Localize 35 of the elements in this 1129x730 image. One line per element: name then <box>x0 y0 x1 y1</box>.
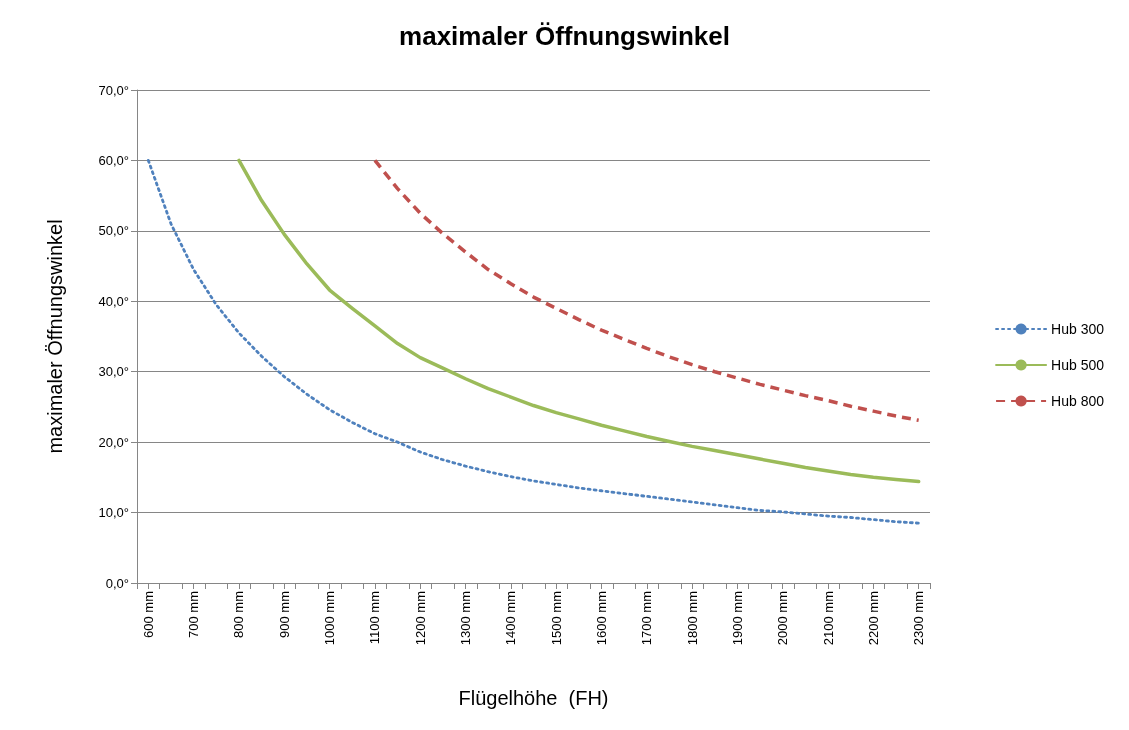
x-tick-label: 1300 mm <box>458 591 474 646</box>
line-series <box>237 158 921 484</box>
x-tick-label: 2300 mm <box>911 591 927 646</box>
x-tick-label: 1000 mm <box>322 591 338 646</box>
y-tick-label: 30,0° <box>98 364 129 380</box>
x-tick-label: 1700 mm <box>639 591 655 646</box>
x-axis-title: Flügelhöhe (FH) <box>458 687 609 709</box>
x-tick-label: 800 mm <box>231 591 247 638</box>
x-tick-label: 2100 mm <box>820 591 836 646</box>
x-tick-label: 1900 mm <box>729 591 745 646</box>
x-tick-label: 2200 mm <box>865 591 881 646</box>
x-tick-label: 2000 mm <box>775 591 791 646</box>
y-tick-label: 60,0° <box>98 152 129 168</box>
x-tick-label: 1500 mm <box>548 591 564 646</box>
y-tick-label: 50,0° <box>98 223 129 239</box>
y-axis-title: maximaler Öffnungswinkel <box>44 219 66 454</box>
x-tick-label: 1800 mm <box>684 591 700 646</box>
x-tick-label: 700 mm <box>186 591 202 638</box>
y-tick-label: 70,0° <box>98 82 129 98</box>
x-tick-label: 1400 mm <box>503 591 519 646</box>
legend-label: Hub 500 <box>1051 357 1105 373</box>
y-tick-label: 0,0° <box>105 575 129 591</box>
y-tick-label: 10,0° <box>98 505 129 521</box>
x-tick-label: 1200 mm <box>412 591 428 646</box>
x-tick-label: 900 mm <box>276 591 292 638</box>
legend-label: Hub 300 <box>1051 321 1105 337</box>
y-tick-label: 40,0° <box>98 293 129 309</box>
line-series <box>146 159 921 525</box>
x-tick-label: 1600 mm <box>593 591 609 646</box>
y-tick-label: 20,0° <box>98 434 129 450</box>
x-tick-label: 1100 mm <box>367 591 383 645</box>
chart-title: maximaler Öffnungswinkel <box>399 21 730 51</box>
x-tick-label: 600 mm <box>140 591 156 638</box>
line-series <box>373 158 921 423</box>
legend-label: Hub 800 <box>1051 393 1105 409</box>
